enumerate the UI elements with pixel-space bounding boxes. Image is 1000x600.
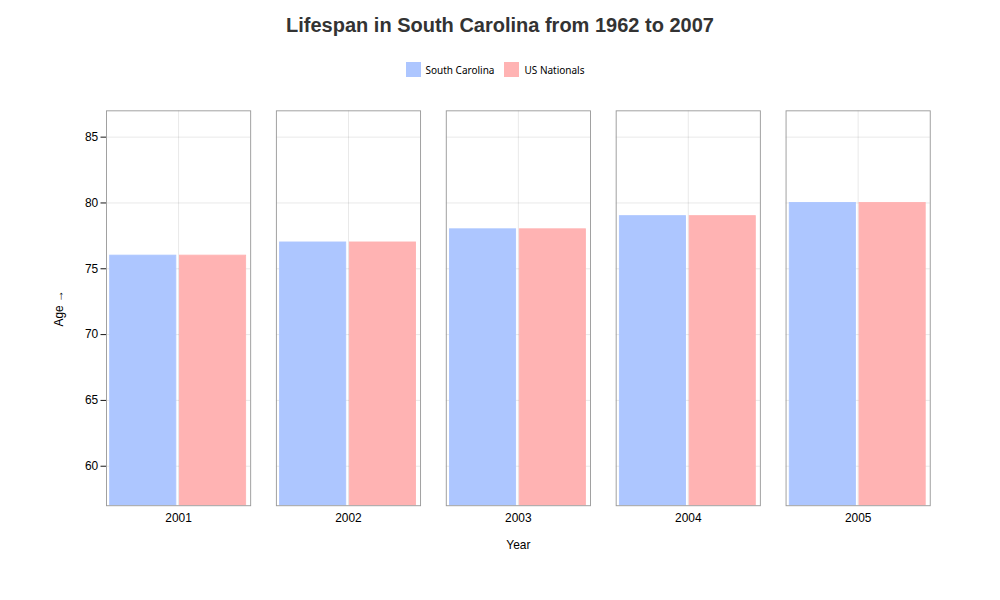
svg-text:Year: Year [506,538,530,551]
html-text:South Carolina: South Carolina [425,62,495,77]
svg-text:70: 70 [85,327,99,341]
html-text:US Nationals: US Nationals [524,62,585,77]
svg-text:2005: 2005 [845,511,872,525]
svg-text:2003: 2003 [505,511,532,525]
html-text:Lifespan in South Carolina fro: Lifespan in South Carolina from 1962 to … [286,14,714,36]
svg-text:2004: 2004 [675,511,702,525]
svg-text:65: 65 [85,393,99,407]
svg-text:Age →: Age → [52,290,66,326]
svg-text:80: 80 [85,196,99,210]
svg-text:85: 85 [85,130,99,144]
svg-text:2002: 2002 [335,511,362,525]
svg-text:2001: 2001 [165,511,192,525]
svg-text:75: 75 [85,262,99,276]
svg-text:60: 60 [85,459,99,473]
